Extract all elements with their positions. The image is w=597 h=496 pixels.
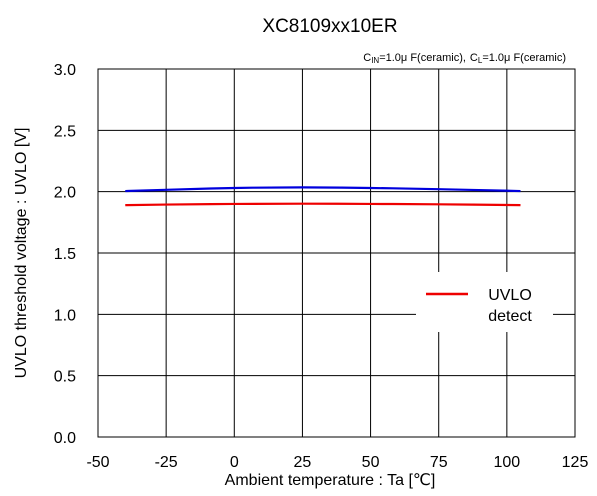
chart-title: XC8109xx10ER — [262, 16, 397, 37]
data-point-1-6 — [519, 204, 522, 207]
series-line-0 — [125, 186, 521, 193]
y-tick-label: 0.5 — [54, 369, 76, 386]
x-tick-label: 100 — [494, 454, 521, 471]
cl-subscript: L — [478, 56, 483, 65]
y-tick-label: 3.0 — [54, 62, 76, 79]
legend-label-line: detect — [488, 308, 532, 325]
y-tick-label: 1.5 — [54, 246, 76, 263]
data-point-0-6 — [519, 190, 522, 193]
x-tick-label: 0 — [230, 454, 239, 471]
x-tick-label: 50 — [362, 454, 380, 471]
x-tick-label: -25 — [155, 454, 178, 471]
data-point-1-5 — [437, 203, 440, 206]
legend-label-0: UVLO detect — [488, 287, 532, 325]
grid-lines — [98, 69, 575, 437]
data-point-0-4 — [369, 187, 372, 190]
data-series — [124, 186, 522, 207]
data-point-0-0 — [124, 190, 127, 193]
data-point-1-0 — [124, 204, 127, 207]
y-axis-ticks: 0.0 0.5 1.0 1.5 2.0 2.5 3.0 — [54, 62, 76, 447]
legend: UVLO detect — [416, 272, 553, 332]
y-tick-label: 2.5 — [54, 123, 76, 140]
x-tick-label: 125 — [562, 454, 589, 471]
x-axis-ticks: -50 -25 0 25 50 75 100 125 — [86, 454, 588, 471]
data-point-1-3 — [301, 202, 304, 205]
data-point-0-3 — [301, 186, 304, 189]
x-axis-label: Ambient temperature : Ta [℃] — [225, 472, 436, 489]
y-tick-label: 1.0 — [54, 307, 76, 324]
x-tick-label: 75 — [430, 454, 448, 471]
cin-value: =1.0μ F(ceramic), — [379, 52, 466, 64]
cl-value: =1.0μ F(ceramic) — [482, 52, 566, 64]
legend-box — [416, 272, 553, 332]
cin-subscript: IN — [371, 56, 379, 65]
y-tick-label: 2.0 — [54, 185, 76, 202]
cl-label: C — [470, 52, 478, 64]
chart-conditions: CIN=1.0μ F(ceramic), CL=1.0μ F(ceramic) — [363, 52, 566, 65]
data-point-1-4 — [369, 203, 372, 206]
legend-label-line: UVLO — [488, 287, 532, 304]
y-tick-label: 0.0 — [54, 430, 76, 447]
series-line-1 — [125, 202, 521, 207]
plot-area-border — [97, 68, 576, 438]
x-tick-label: 25 — [294, 454, 312, 471]
data-point-1-1 — [165, 203, 168, 206]
data-point-0-5 — [437, 188, 440, 191]
data-point-1-2 — [233, 203, 236, 206]
cin-label: C — [363, 52, 371, 64]
data-point-0-1 — [165, 188, 168, 191]
x-tick-label: -50 — [86, 454, 109, 471]
data-point-0-2 — [233, 187, 236, 190]
y-axis-label: UVLO threshold voltage : UVLO [V] — [13, 128, 30, 379]
